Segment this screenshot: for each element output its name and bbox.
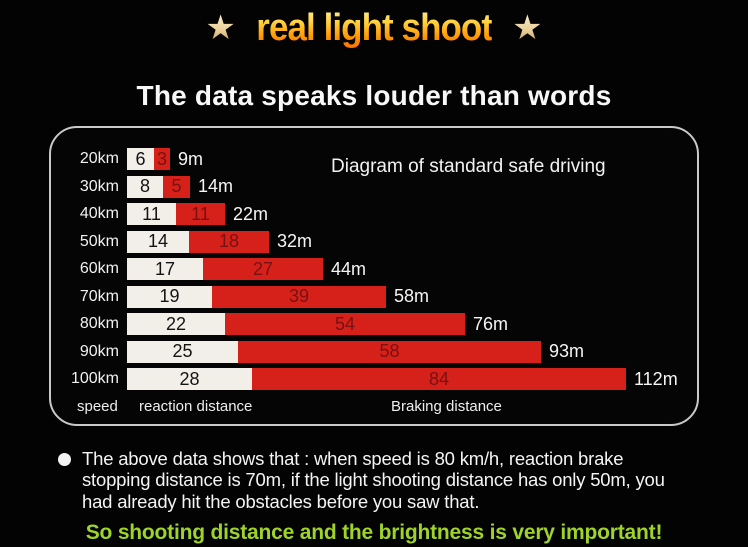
star-icon: ★ (205, 9, 236, 47)
bar-row: 100km 28 84 112m (51, 368, 697, 390)
bar-row: 70km 19 39 58m (51, 285, 697, 308)
reaction-distance-bar: 25 (127, 340, 238, 363)
row-speed-label: 30km (79, 177, 119, 195)
row-speed-label: 90km (79, 342, 119, 360)
reaction-distance-bar: 22 (127, 313, 225, 335)
bar-row: 50km 14 18 32m (51, 230, 697, 253)
axis-labels: speed reaction distance Braking distance (51, 396, 697, 418)
footer-highlight-text: So shooting distance and the brightness … (85, 521, 663, 545)
braking-distance-bar: 27 (203, 258, 323, 280)
row-speed-label: 60km (79, 260, 119, 277)
row-total-label: 76m (473, 313, 509, 334)
bar-row: 30km 8 5 14m (51, 175, 697, 198)
row-speed-label: 70km (79, 287, 119, 305)
row-total-label: 9m (178, 148, 204, 169)
bar-row: 80km 22 54 76m (51, 313, 697, 335)
chart-title: Diagram of standard safe driving (331, 156, 606, 177)
note-block: The above data shows that : when speed i… (58, 448, 748, 513)
row-total-label: 14m (198, 176, 234, 196)
bar-row: 90km 25 58 93m (51, 340, 697, 363)
reaction-distance-bar: 28 (127, 368, 252, 390)
axis-label-speed: speed (77, 397, 118, 415)
chart-panel: Diagram of standard safe driving 20km 6 … (49, 126, 699, 426)
row-speed-label: 20km (79, 150, 119, 167)
star-icon: ★ (512, 9, 543, 47)
row-total-label: 22m (233, 203, 269, 224)
reaction-distance-bar: 8 (127, 175, 163, 198)
bar-row: 40km 11 11 22m (51, 203, 697, 225)
reaction-distance-bar: 19 (127, 285, 212, 308)
row-speed-label: 50km (79, 232, 119, 250)
row-total-label: 44m (331, 258, 367, 279)
braking-distance-bar: 84 (252, 368, 626, 390)
axis-label-reaction-distance: reaction distance (139, 397, 253, 415)
reaction-distance-bar: 17 (127, 258, 203, 280)
row-speed-label: 100km (70, 370, 119, 387)
row-total-label: 58m (394, 286, 430, 306)
braking-distance-bar: 54 (225, 313, 465, 335)
row-speed-label: 40km (79, 205, 119, 222)
bar-row: 60km 17 27 44m (51, 258, 697, 280)
top-banner: ★ real light shoot ★ (0, 0, 748, 56)
bar-row: 20km 6 3 9m (51, 148, 697, 170)
row-speed-label: 80km (79, 315, 119, 332)
braking-distance-bar: 39 (212, 285, 386, 308)
note-text: The above data shows that : when speed i… (82, 447, 665, 512)
row-total-label: 112m (634, 368, 678, 389)
page-title: The data speaks louder than words (136, 80, 612, 111)
axis-label-braking-distance: Braking distance (391, 397, 502, 415)
braking-distance-bar: 3 (154, 148, 170, 170)
banner-title: real light shoot (256, 6, 493, 49)
reaction-distance-bar: 6 (127, 148, 154, 170)
chart-rows: 20km 6 3 9m 30km 8 5 14m 40km 11 11 22m … (51, 148, 697, 390)
braking-distance-bar: 5 (163, 175, 190, 198)
braking-distance-bar: 58 (238, 340, 541, 363)
braking-distance-bar: 18 (189, 230, 269, 253)
bullet-dot-icon (58, 452, 71, 466)
braking-distance-bar: 11 (176, 203, 225, 225)
reaction-distance-bar: 11 (127, 203, 176, 225)
row-total-label: 32m (277, 231, 313, 251)
row-total-label: 93m (549, 341, 585, 361)
reaction-distance-bar: 14 (127, 230, 189, 253)
